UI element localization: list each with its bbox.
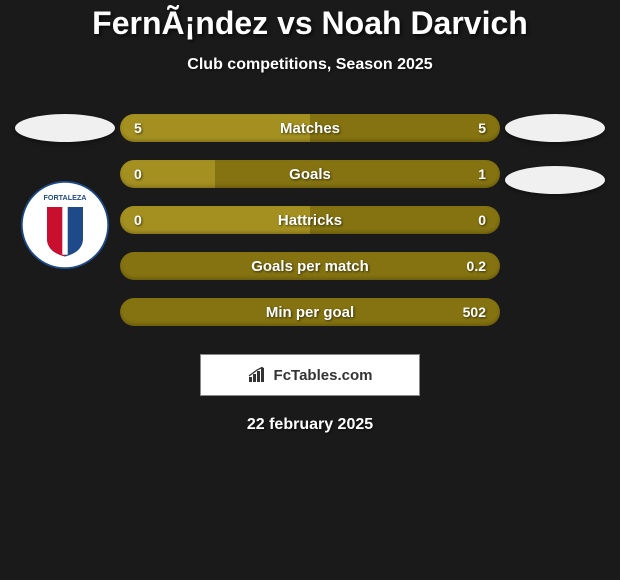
- stat-right-value: 0: [478, 212, 486, 228]
- chart-icon: [248, 367, 268, 383]
- date-text: 22 february 2025: [0, 416, 620, 434]
- comparison-content: FORTALEZA 5 Matches 5 0 Goals 1 0 Hattricks 0 Goa…: [0, 114, 620, 326]
- stat-label: Matches: [280, 120, 340, 137]
- stat-right-value: 502: [463, 304, 486, 320]
- stat-label: Hattricks: [278, 212, 342, 229]
- stat-label: Min per goal: [266, 304, 354, 321]
- fortaleza-logo: FORTALEZA: [20, 180, 110, 270]
- right-badge-1: [505, 114, 605, 142]
- left-player-column: FORTALEZA: [10, 114, 120, 270]
- stat-right-value: 5: [478, 120, 486, 136]
- logo-text: FORTALEZA: [44, 193, 87, 202]
- stat-label: Goals: [289, 166, 331, 183]
- stat-bar-min-per-goal: Min per goal 502: [120, 298, 500, 326]
- stat-left-value: 0: [134, 212, 142, 228]
- stat-bar-goals-per-match: Goals per match 0.2: [120, 252, 500, 280]
- right-badge-2: [505, 166, 605, 194]
- stat-right-value: 1: [478, 166, 486, 182]
- stats-bars: 5 Matches 5 0 Goals 1 0 Hattricks 0 Goals per mat…: [120, 114, 500, 326]
- stat-left-value: 0: [134, 166, 142, 182]
- page-title: FernÃ¡ndez vs Noah Darvich: [0, 5, 620, 42]
- right-player-column: [500, 114, 610, 194]
- stat-label: Goals per match: [251, 258, 369, 275]
- stat-bar-goals: 0 Goals 1: [120, 160, 500, 188]
- stat-left-value: 5: [134, 120, 142, 136]
- left-badge-1: [15, 114, 115, 142]
- stat-right-value: 0.2: [467, 258, 486, 274]
- subtitle: Club competitions, Season 2025: [0, 56, 620, 74]
- attribution-box: FcTables.com: [200, 354, 420, 396]
- stat-bar-matches: 5 Matches 5: [120, 114, 500, 142]
- attribution-text: FcTables.com: [274, 367, 373, 384]
- stat-bar-hattricks: 0 Hattricks 0: [120, 206, 500, 234]
